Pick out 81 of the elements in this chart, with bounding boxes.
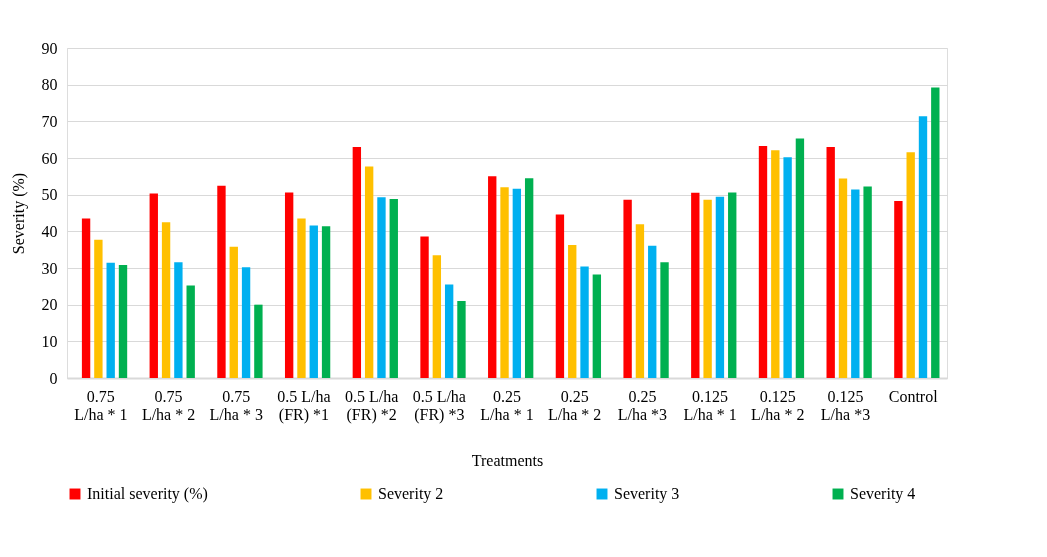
bar xyxy=(94,239,103,378)
bar xyxy=(715,196,725,378)
x-tick-label: 0.75 L/ha * 2 xyxy=(141,387,196,423)
bar xyxy=(838,178,848,378)
bar xyxy=(420,236,429,378)
bar xyxy=(186,285,195,378)
x-tick-label: 0.125 L/ha * 1 xyxy=(683,387,737,423)
legend-label: Initial severity (%) xyxy=(87,485,208,503)
bar xyxy=(389,199,398,378)
bar xyxy=(364,166,374,378)
bar xyxy=(580,266,589,378)
bar xyxy=(931,87,940,378)
bar xyxy=(728,192,737,378)
bar xyxy=(488,176,497,378)
x-tick-label: 0.25 L/ha * 2 xyxy=(548,387,602,423)
x-tick-label: 0.5 L/ha (FR) *1 xyxy=(277,387,331,424)
bar xyxy=(894,200,903,378)
bar xyxy=(863,186,872,378)
x-tick-label: 0.5 L/ha (FR) *3 xyxy=(412,387,466,424)
bar xyxy=(241,267,251,378)
bar xyxy=(444,284,454,378)
x-tick-label: 0.75 L/ha * 1 xyxy=(74,387,128,423)
x-tick-label: 0.125 L/ha *3 xyxy=(820,387,871,423)
bar xyxy=(512,188,522,378)
y-tick-label: 60 xyxy=(41,149,58,167)
legend-label: Severity 4 xyxy=(850,485,916,503)
y-tick-label: 90 xyxy=(41,39,58,57)
x-tick-label: 0.25 L/ha *3 xyxy=(617,387,668,423)
bar xyxy=(106,262,115,378)
bar xyxy=(771,150,780,378)
bar xyxy=(161,222,171,378)
bar xyxy=(284,192,294,378)
x-tick-label: Control xyxy=(888,387,939,405)
bar xyxy=(352,147,362,378)
bar xyxy=(217,185,226,378)
y-tick-label: 0 xyxy=(49,369,58,387)
y-tick-label: 80 xyxy=(41,76,58,94)
bar xyxy=(254,304,263,378)
bar xyxy=(783,157,792,378)
bar xyxy=(555,214,565,378)
legend-label: Severity 3 xyxy=(614,485,680,503)
bar xyxy=(297,218,306,378)
bar xyxy=(174,262,183,378)
bar xyxy=(592,274,602,378)
bar xyxy=(524,178,534,378)
y-tick-label: 10 xyxy=(41,332,58,350)
bar xyxy=(309,225,318,378)
bar xyxy=(149,193,158,378)
bar xyxy=(432,255,442,378)
y-tick-label: 50 xyxy=(41,186,58,204)
bar xyxy=(918,116,928,378)
bar xyxy=(229,246,238,378)
bar xyxy=(826,147,835,378)
bar xyxy=(500,187,509,378)
x-axis-title: Treatments xyxy=(471,451,544,469)
bar xyxy=(623,199,632,378)
bar xyxy=(660,262,669,378)
bar xyxy=(568,244,577,378)
bar xyxy=(703,199,712,378)
bar xyxy=(377,197,386,378)
bar xyxy=(81,218,91,378)
bar xyxy=(795,138,805,378)
y-tick-label: 70 xyxy=(41,112,58,130)
y-axis-title: Severity (%) xyxy=(9,172,28,255)
y-tick-label: 40 xyxy=(41,222,58,240)
bar xyxy=(635,224,645,378)
x-tick-label: 0.25 L/ha * 1 xyxy=(480,387,534,423)
bar xyxy=(906,152,915,378)
y-tick-label: 20 xyxy=(41,296,58,314)
x-tick-label: 0.75 L/ha * 3 xyxy=(209,387,263,423)
x-tick-label: 0.5 L/ha (FR) *2 xyxy=(344,387,399,424)
y-tick-label: 30 xyxy=(41,259,58,277)
bar xyxy=(758,145,768,378)
legend-label: Severity 2 xyxy=(378,485,444,503)
bar xyxy=(321,226,331,378)
x-tick-label: 0.125 L/ha * 2 xyxy=(751,387,805,423)
bar xyxy=(118,265,128,378)
bar xyxy=(457,301,466,378)
bar xyxy=(851,189,860,378)
bar xyxy=(691,192,700,378)
bar xyxy=(648,245,657,378)
